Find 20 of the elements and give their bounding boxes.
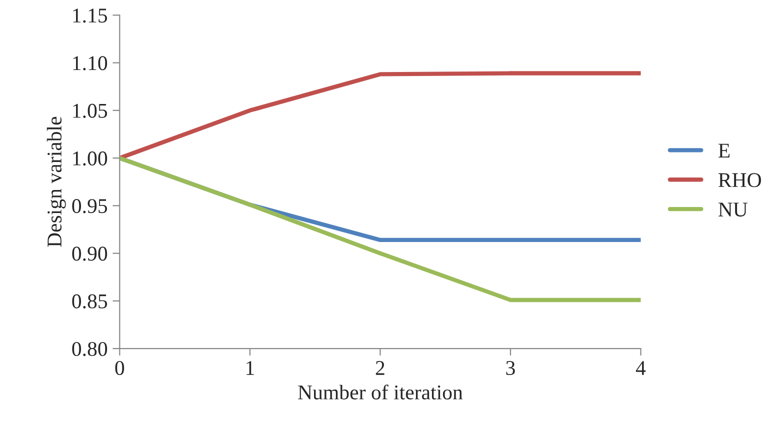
- y-tick-label: 0.95: [72, 199, 108, 214]
- x-tick-label: 3: [506, 361, 515, 376]
- y-tick-label: 0.85: [72, 294, 108, 308]
- y-tick-label: 0.90: [72, 246, 108, 261]
- y-axis-title: Design variable: [46, 116, 66, 247]
- x-tick-label: 1: [246, 361, 254, 375]
- y-tick-label: 1.00: [73, 151, 108, 166]
- line-series: [120, 156, 641, 302]
- y-tick-label: 1.10: [73, 56, 108, 70]
- x-tick-label: 4: [636, 361, 646, 375]
- x-tick-label: 2: [376, 361, 384, 375]
- legend-label: E: [718, 144, 730, 158]
- legend-label: NU: [718, 202, 748, 217]
- y-tick-label: 1.05: [73, 104, 108, 118]
- line-series: [120, 71, 641, 160]
- y-tick-label: 0.80: [72, 342, 108, 356]
- legend-label: RHO: [718, 173, 761, 188]
- x-axis-title: Number of iteration: [298, 384, 463, 400]
- y-tick-label: 1.15: [73, 8, 108, 23]
- x-tick-label: 0: [115, 360, 124, 376]
